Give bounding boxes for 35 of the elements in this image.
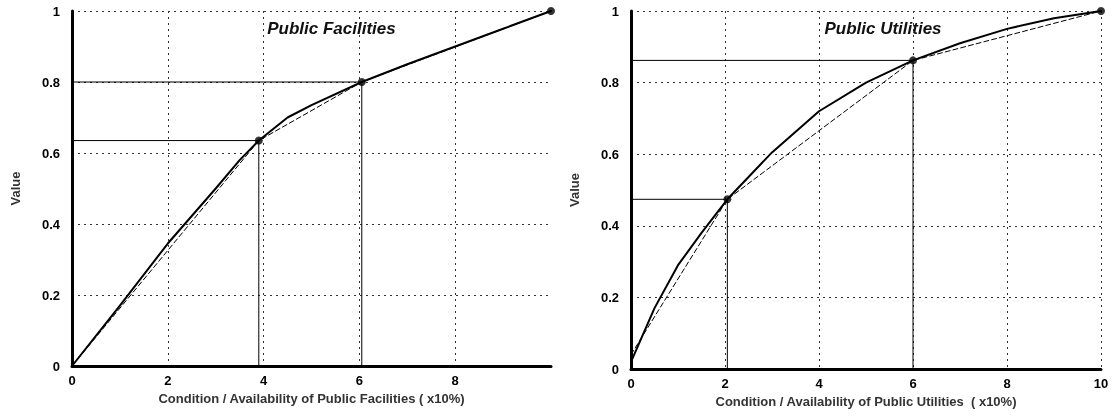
x-tick-label: 2	[721, 376, 729, 391]
x-tick-label: 10	[1093, 376, 1109, 391]
text: Public Facilities	[267, 19, 396, 38]
point	[909, 56, 917, 65]
x-tick-label: 8	[1003, 376, 1011, 391]
point	[1097, 7, 1105, 15]
point	[723, 195, 732, 204]
point	[547, 7, 555, 15]
x-tick-label: 0	[68, 373, 76, 388]
point	[357, 78, 366, 86]
x-tick-label: 8	[451, 373, 459, 388]
y-tick-label: 0.4	[41, 216, 61, 232]
x-tick-label: 4	[815, 376, 824, 391]
y-tick-label: 0.8	[41, 74, 60, 90]
y-tick-label: 0.2	[41, 287, 60, 303]
x-axis-title: Condition / Availability of Public Facilities ( x10%)	[158, 391, 465, 406]
y-tick-label: 0.6	[41, 145, 60, 161]
x-tick-label: 4	[259, 373, 268, 388]
y-tick-label: 0.4	[600, 218, 620, 234]
y-tick-label: 0.6	[600, 146, 619, 162]
y-tick-label: 0.2	[600, 289, 619, 305]
point	[254, 136, 263, 145]
y-tick-label: 0.8	[600, 75, 619, 91]
text: Public Utilities	[824, 19, 942, 38]
y-tick-label: 1	[52, 3, 60, 19]
x-tick-label: 6	[909, 376, 917, 391]
y-tick-label: 0	[611, 361, 619, 377]
x-tick-label: 2	[164, 373, 172, 388]
x-tick-label: 6	[355, 373, 364, 388]
y-axis-title: Value	[8, 171, 23, 206]
x-tick-label: 0	[627, 376, 635, 391]
x-axis-title: Condition / Availability of Public Utilities ( x10%)	[715, 394, 1017, 409]
y-tick-label: 1	[611, 3, 619, 19]
y-tick-label: 0	[52, 358, 60, 374]
y-axis-title: Value	[567, 173, 582, 207]
